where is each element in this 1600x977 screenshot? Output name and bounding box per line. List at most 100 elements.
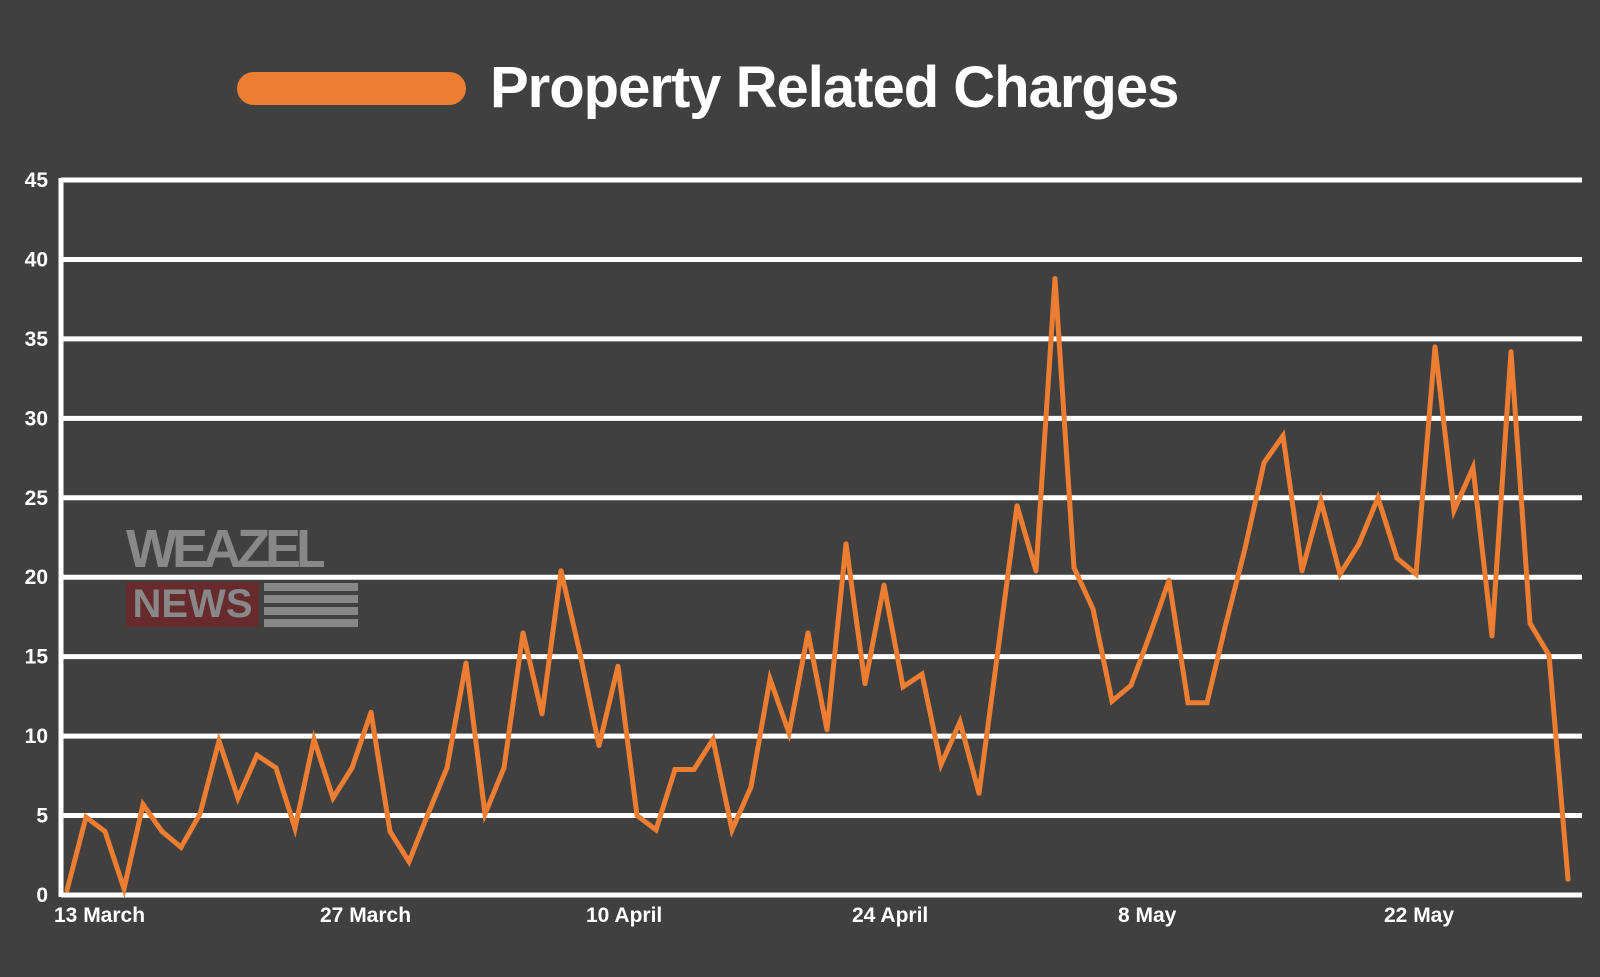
- chart-title: Property Related Charges: [490, 55, 1179, 120]
- data-point: [387, 828, 393, 834]
- watermark-news-text: NEWS: [126, 582, 259, 627]
- data-point: [121, 886, 127, 892]
- data-point: [197, 811, 203, 817]
- data-point: [349, 765, 355, 771]
- data-point: [577, 650, 583, 656]
- x-tick-label: 8 May: [1118, 904, 1177, 927]
- data-point: [1109, 698, 1115, 704]
- data-point: [406, 859, 412, 865]
- data-point: [1147, 631, 1153, 637]
- gridlines: [61, 177, 1582, 898]
- data-point: [1090, 606, 1096, 612]
- series-group: [64, 276, 1571, 898]
- data-point: [83, 814, 89, 820]
- y-tick-label: 5: [36, 805, 48, 828]
- data-point: [216, 738, 222, 744]
- y-axis-ticks: 0 5 10 15 20 25 30 35 40 45: [25, 169, 49, 907]
- data-point: [330, 795, 336, 801]
- watermark-stripe: [264, 595, 358, 603]
- data-point: [786, 730, 792, 736]
- data-point: [1185, 700, 1191, 706]
- data-point: [1470, 465, 1476, 471]
- data-point: [463, 660, 469, 666]
- y-tick-label: 30: [25, 407, 48, 430]
- data-point: [102, 828, 108, 834]
- data-point: [235, 795, 241, 801]
- data-point: [501, 765, 507, 771]
- data-point: [1052, 276, 1058, 282]
- x-tick-label: 10 April: [586, 904, 662, 927]
- data-point: [178, 844, 184, 850]
- watermark-stripe: [264, 583, 358, 591]
- data-point: [254, 752, 260, 758]
- legend-swatch: [237, 72, 466, 105]
- data-point: [292, 825, 298, 831]
- x-tick-label: 22 May: [1384, 904, 1454, 927]
- data-point: [919, 671, 925, 677]
- data-point: [539, 711, 545, 717]
- x-tick-label: 27 March: [320, 904, 411, 927]
- data-point: [1071, 565, 1077, 571]
- series-line: [64, 278, 1571, 898]
- data-point: [273, 765, 279, 771]
- data-point: [1356, 541, 1362, 547]
- data-point: [1261, 460, 1267, 466]
- watermark-stripe: [264, 607, 358, 615]
- data-point: [1318, 498, 1324, 504]
- data-point: [311, 736, 317, 742]
- data-point: [1508, 349, 1514, 355]
- data-point: [881, 582, 887, 588]
- data-point: [976, 790, 982, 796]
- y-tick-label: 40: [25, 248, 48, 271]
- data-point: [1223, 620, 1229, 626]
- data-point: [64, 887, 70, 893]
- data-point: [482, 811, 488, 817]
- data-point: [1242, 546, 1248, 552]
- data-point: [767, 676, 773, 682]
- watermark-weazel-text: WEAZEL: [126, 519, 324, 567]
- data-point: [1033, 568, 1039, 574]
- data-point: [615, 663, 621, 669]
- y-tick-label: 25: [25, 487, 49, 510]
- data-point: [368, 709, 374, 715]
- data-point: [1204, 700, 1210, 706]
- data-point: [672, 766, 678, 772]
- data-point: [653, 827, 659, 833]
- y-tick-label: 0: [36, 884, 48, 907]
- data-point: [1280, 433, 1286, 439]
- x-tick-label: 13 March: [54, 904, 145, 927]
- watermark-stripe: [264, 619, 358, 627]
- data-point: [596, 743, 602, 749]
- data-point: [140, 801, 146, 807]
- data-point: [862, 681, 868, 687]
- y-tick-label: 35: [25, 328, 49, 351]
- data-point: [691, 766, 697, 772]
- data-point: [843, 541, 849, 547]
- data-point: [1432, 344, 1438, 350]
- data-point: [1413, 571, 1419, 577]
- data-point: [1166, 577, 1172, 583]
- data-point: [1451, 507, 1457, 513]
- data-point: [1394, 555, 1400, 561]
- data-point: [425, 811, 431, 817]
- data-point: [1527, 620, 1533, 626]
- x-axis-ticks: 13 March 27 March 10 April 24 April 8 May 22 …: [54, 904, 1454, 927]
- data-point: [1546, 652, 1552, 658]
- data-point: [957, 719, 963, 725]
- data-point: [824, 727, 830, 733]
- data-point: [520, 630, 526, 636]
- y-tick-label: 20: [25, 566, 48, 589]
- data-point: [900, 684, 906, 690]
- data-point: [729, 827, 735, 833]
- y-tick-label: 15: [25, 646, 49, 669]
- data-point: [710, 736, 716, 742]
- x-tick-label: 24 April: [852, 904, 928, 927]
- data-point: [1128, 682, 1134, 688]
- y-tick-label: 45: [25, 169, 49, 192]
- data-point: [805, 630, 811, 636]
- data-point: [748, 784, 754, 790]
- data-point: [1489, 633, 1495, 639]
- data-point: [558, 568, 564, 574]
- data-point: [159, 828, 165, 834]
